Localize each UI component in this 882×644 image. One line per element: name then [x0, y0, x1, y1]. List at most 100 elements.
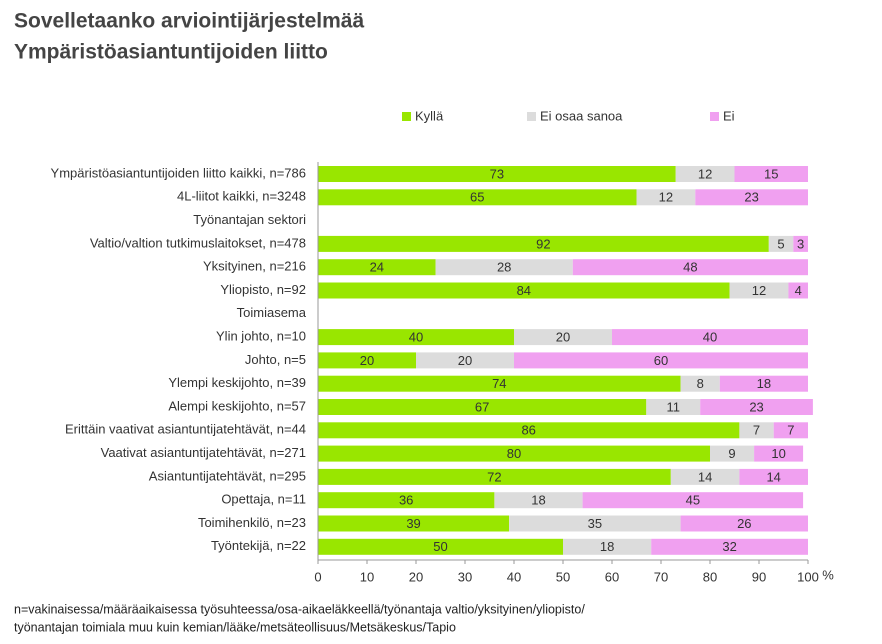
y-tick-label: Asiantuntijatehtävät, n=295: [149, 468, 306, 483]
data-label: 28: [497, 260, 511, 275]
data-label: 32: [722, 539, 736, 554]
data-label: 50: [433, 539, 447, 554]
bar-segment: [435, 259, 573, 276]
bar-segment: [318, 329, 514, 346]
y-tick-label: 4L-liitot kaikki, n=3248: [177, 189, 306, 204]
y-tick-label: Yksityinen, n=216: [203, 259, 306, 274]
y-tick-label: Työntekijä, n=22: [211, 538, 306, 553]
y-tick-label: Erittäin vaativat asiantuntijatehtävät, …: [65, 422, 306, 437]
y-tick-label: Vaativat asiantuntijatehtävät, n=271: [101, 445, 306, 460]
data-label: 35: [588, 516, 602, 531]
data-label: 5: [777, 236, 784, 251]
data-label: 40: [409, 330, 423, 345]
bar-segment: [651, 538, 808, 555]
data-label: 65: [470, 190, 484, 205]
legend-swatch: [402, 112, 411, 121]
bar-segment: [646, 399, 701, 415]
bar-segment: [670, 468, 740, 485]
bar-segment: [680, 515, 808, 532]
data-label: 20: [458, 353, 472, 368]
bar-segment: [675, 166, 735, 182]
data-label: 23: [744, 190, 758, 205]
bar-segment: [494, 492, 583, 509]
bar-segment: [739, 422, 774, 439]
x-tick-label: 10: [360, 569, 374, 584]
bar-segment: [773, 422, 808, 439]
legend-label: Kyllä: [415, 108, 444, 123]
y-tick-label: Toimihenkilö, n=23: [198, 515, 306, 530]
bar-segment: [318, 468, 671, 485]
data-label: 12: [659, 190, 673, 205]
x-tick-label: 100: [797, 569, 819, 584]
chart-title: Ympäristöasiantuntijoiden liitto: [14, 41, 328, 64]
bar-segment: [318, 515, 510, 532]
data-label: 20: [360, 353, 374, 368]
y-tick-label: Valtio/valtion tutkimuslaitokset, n=478: [90, 235, 306, 250]
bar-segment: [416, 352, 514, 369]
data-label: 36: [399, 493, 413, 508]
bar-segment: [514, 329, 612, 346]
legend-swatch: [527, 112, 536, 121]
x-tick-label: 80: [703, 569, 717, 584]
data-label: 10: [771, 446, 785, 461]
data-label: 26: [737, 516, 751, 531]
bar-segment: [572, 259, 808, 276]
bar-segment: [318, 445, 710, 462]
data-label: 20: [556, 330, 570, 345]
data-label: 40: [703, 330, 717, 345]
data-label: 60: [654, 353, 668, 368]
x-tick-label: 70: [654, 569, 668, 584]
bar-segment: [318, 235, 769, 252]
footnote: n=vakinaisessa/määräaikaisessa työsuhtee…: [14, 602, 585, 616]
data-label: 12: [698, 166, 712, 181]
data-label: 80: [507, 446, 521, 461]
bar-segment: [318, 422, 740, 439]
bar-segment: [680, 375, 720, 392]
bar-segment: [612, 329, 808, 346]
x-tick-label: 40: [507, 569, 521, 584]
y-tick-label: Alempi keskijohto, n=57: [168, 398, 306, 413]
bar-segment: [739, 468, 808, 485]
y-tick-label: Ylin johto, n=10: [216, 329, 306, 344]
bar-segment: [318, 538, 563, 555]
y-tick-label: Opettaja, n=11: [221, 492, 306, 507]
bar-segment: [695, 189, 808, 206]
bar-segment: [793, 235, 808, 252]
bar-segment: [318, 189, 637, 206]
x-tick-label: 50: [556, 569, 570, 584]
bar-segment: [700, 399, 813, 415]
y-tick-label: Ympäristöasiantuntijoiden liitto kaikki,…: [51, 165, 306, 180]
bar-segment: [514, 352, 808, 369]
x-axis-unit: %: [822, 567, 834, 582]
bar-segment: [754, 445, 804, 462]
data-label: 67: [475, 399, 489, 414]
bar-segment: [509, 515, 681, 532]
data-label: 14: [698, 469, 712, 484]
data-label: 4: [795, 283, 802, 298]
data-label: 14: [766, 469, 780, 484]
data-label: 7: [787, 423, 794, 438]
x-tick-label: 20: [409, 569, 423, 584]
data-label: 48: [683, 260, 697, 275]
data-label: 18: [531, 493, 545, 508]
bar-segment: [710, 445, 755, 462]
data-label: 9: [728, 446, 735, 461]
y-tick-label: Työnantajan sektori: [193, 212, 306, 227]
bar-segment: [582, 492, 804, 509]
y-tick-label: Toimiasema: [237, 305, 307, 320]
data-label: 11: [667, 399, 681, 414]
data-label: 12: [752, 283, 766, 298]
bar-segment: [563, 538, 652, 555]
bar-segment: [318, 259, 436, 276]
data-label: 72: [487, 469, 501, 484]
bar-segment: [729, 282, 789, 299]
data-label: 92: [536, 236, 550, 251]
data-label: 7: [753, 423, 760, 438]
x-tick-label: 0: [314, 569, 321, 584]
legend-swatch: [710, 112, 719, 121]
legend-label: Ei: [723, 108, 735, 123]
data-label: 73: [490, 166, 504, 181]
data-label: 15: [764, 166, 778, 181]
bar-segment: [318, 352, 416, 369]
